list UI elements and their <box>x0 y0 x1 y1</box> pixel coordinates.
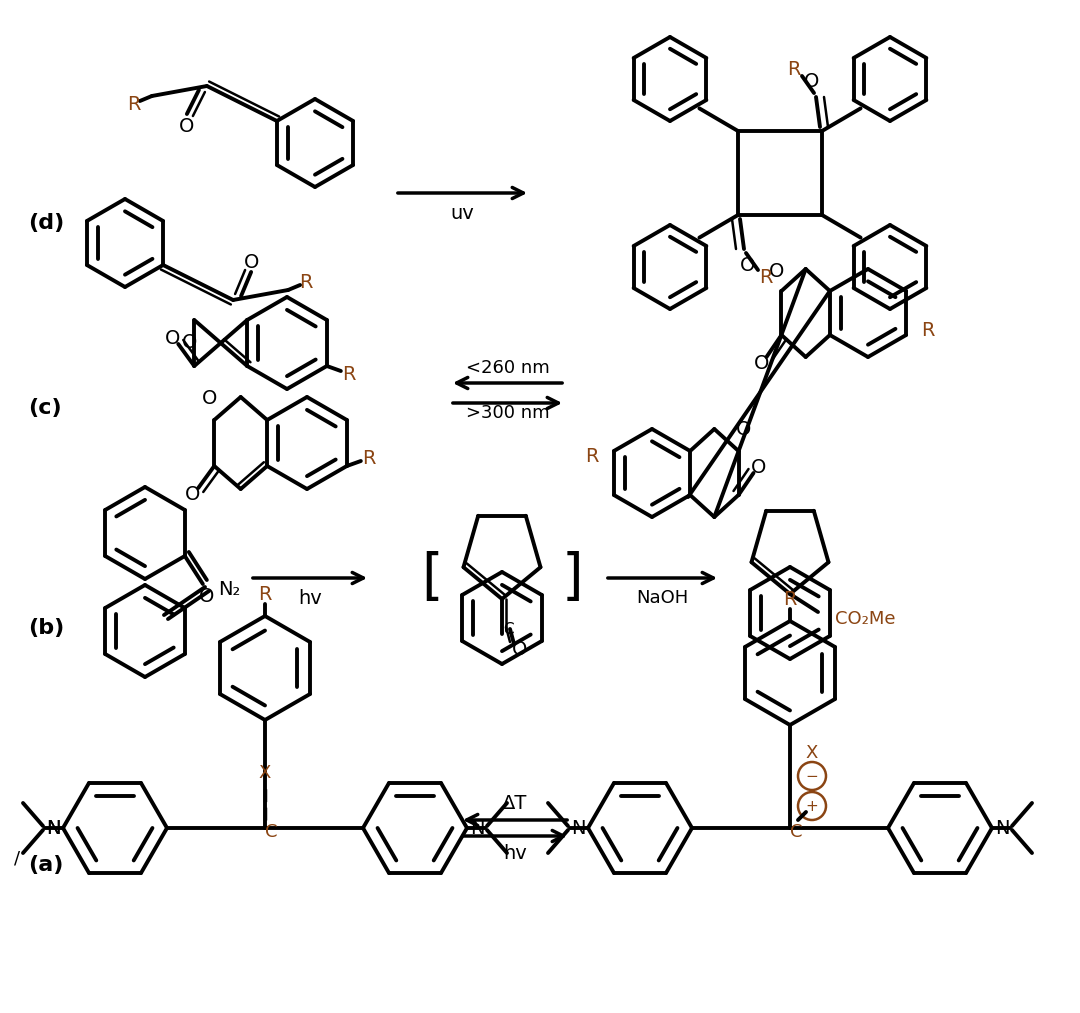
Text: N₂: N₂ <box>218 579 240 599</box>
Text: X: X <box>259 764 271 782</box>
Text: R: R <box>299 272 313 292</box>
Text: O: O <box>751 458 766 476</box>
Text: (c): (c) <box>28 398 62 418</box>
Text: C: C <box>265 823 278 841</box>
Text: O: O <box>185 484 200 503</box>
Text: C: C <box>502 622 513 636</box>
Text: R: R <box>362 449 376 468</box>
Text: R: R <box>585 447 598 466</box>
Text: N: N <box>570 819 585 838</box>
Text: O: O <box>740 255 756 275</box>
Text: C: C <box>789 823 802 841</box>
Text: >300 nm: >300 nm <box>467 404 550 422</box>
Text: (d): (d) <box>28 213 64 233</box>
Text: O: O <box>202 389 217 407</box>
Text: O: O <box>512 639 528 658</box>
Text: −: − <box>806 769 819 783</box>
Text: R: R <box>921 320 935 339</box>
Text: O: O <box>199 587 215 606</box>
Text: ΔT: ΔT <box>502 793 528 812</box>
Text: N: N <box>470 819 484 838</box>
Text: O: O <box>735 419 752 439</box>
Text: R: R <box>783 590 797 609</box>
Text: R: R <box>787 60 800 78</box>
Text: N: N <box>995 819 1009 838</box>
Text: NaOH: NaOH <box>636 589 688 607</box>
Text: O: O <box>179 116 194 136</box>
Text: [: [ <box>421 551 443 605</box>
Text: hv: hv <box>503 844 527 862</box>
Text: O: O <box>769 261 784 281</box>
Text: +: + <box>806 798 819 813</box>
Text: (b): (b) <box>28 618 64 638</box>
Text: X: X <box>806 744 819 762</box>
Text: O: O <box>754 354 769 373</box>
Text: hv: hv <box>298 589 322 608</box>
Text: (a): (a) <box>28 855 64 875</box>
Text: N: N <box>45 819 60 838</box>
Text: O: O <box>181 332 197 352</box>
Text: CO₂Me: CO₂Me <box>835 610 895 628</box>
Text: O: O <box>243 252 259 271</box>
Text: O: O <box>164 328 180 347</box>
Text: R: R <box>258 585 272 604</box>
Text: /: / <box>14 849 21 867</box>
Text: uv: uv <box>450 204 474 223</box>
Text: R: R <box>342 365 355 384</box>
Text: R: R <box>127 94 140 113</box>
Text: R: R <box>759 267 773 287</box>
Text: N: N <box>45 819 60 838</box>
Text: O: O <box>805 72 820 90</box>
Text: ]: ] <box>562 551 583 605</box>
Text: <260 nm: <260 nm <box>467 359 550 377</box>
